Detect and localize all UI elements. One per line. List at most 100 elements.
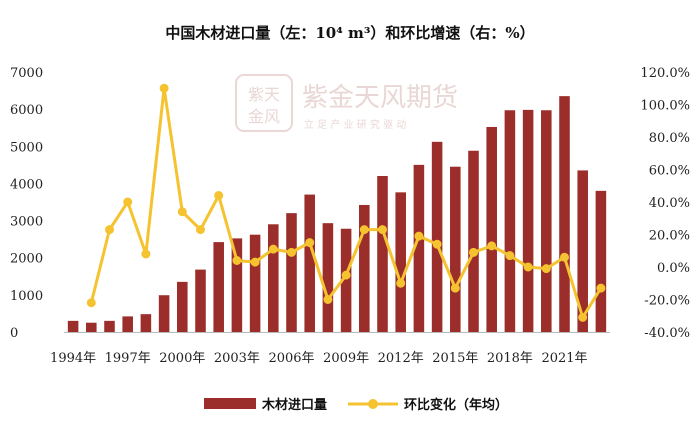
- watermark-logo-text-top: 紫天: [248, 85, 280, 104]
- x-tick-label: 1997年: [105, 351, 151, 366]
- line-point-2010年: [359, 225, 369, 235]
- watermark-slogan: 立 足 产 业 研 究 驱 动: [304, 118, 406, 131]
- chart-title: 中国木材进口量（左：10⁴ m³）和环比增速（右：%）: [165, 24, 534, 42]
- line-point-1998年: [141, 249, 151, 259]
- bar-2002年: [213, 242, 224, 332]
- line-point-2016年: [469, 247, 478, 257]
- bar-2003年: [231, 238, 243, 332]
- y-right-tick-label: 0.0%: [657, 261, 690, 276]
- bar-2022年: [577, 170, 588, 332]
- y-right-tick-label: 40.0%: [649, 196, 690, 211]
- line-point-2000年: [177, 207, 187, 217]
- line-point-1995年: [86, 298, 96, 308]
- x-tick-label: 1994年: [50, 351, 96, 366]
- line-point-2008年: [323, 295, 333, 304]
- line-point-2020年: [541, 264, 551, 274]
- line-point-2009年: [341, 270, 351, 280]
- y-left-tick-label: 5000: [10, 140, 43, 155]
- line-point-2017年: [487, 241, 497, 251]
- line-point-2005年: [268, 244, 278, 254]
- bar-2000年: [177, 281, 188, 332]
- x-tick-label: 2018年: [487, 351, 533, 366]
- legend: 木材进口量 环比变化（年均）: [204, 397, 508, 413]
- y-left-tick-label: 7000: [10, 66, 43, 81]
- line-point-2012年: [396, 278, 406, 288]
- y-left-tick-label: 1000: [10, 289, 43, 304]
- bar-1998年: [140, 314, 152, 332]
- x-tick-label: 2021年: [541, 351, 587, 366]
- y-right-tick-label: -20.0%: [644, 294, 690, 309]
- y-right-tick-label: 100.0%: [640, 99, 690, 114]
- watermark-logo-text-bottom: 金风: [248, 107, 280, 126]
- line-series: [86, 83, 606, 322]
- line-point-2015年: [450, 283, 460, 293]
- y-right-tick-label: 80.0%: [649, 131, 690, 146]
- bar-2017年: [486, 126, 497, 332]
- y-left-tick-label: 6000: [10, 103, 43, 118]
- bar-2006年: [286, 213, 297, 332]
- y-left-tick-label: 3000: [10, 215, 43, 230]
- y-right-tick-label: 120.0%: [640, 66, 690, 81]
- bar-2004年: [249, 234, 261, 332]
- y-axis-right: -40.0% -20.0% 0.0% 20.0% 40.0% 60.0% 80.0% 100.…: [640, 66, 690, 341]
- bar-2001年: [195, 269, 206, 332]
- bar-series: [67, 96, 607, 333]
- line-point-1996年: [105, 225, 114, 235]
- bar-2021年: [559, 96, 570, 333]
- bar-2009年: [340, 228, 352, 332]
- y-right-tick-label: 60.0%: [649, 164, 690, 179]
- bar-2016年: [468, 150, 479, 332]
- legend-label-bar: 木材进口量: [261, 397, 327, 413]
- line-point-2014年: [432, 239, 442, 249]
- y-left-tick-label: 2000: [10, 252, 43, 267]
- bar-1997年: [122, 316, 133, 332]
- bar-2015年: [450, 166, 461, 332]
- line-point-2007年: [305, 238, 315, 248]
- x-tick-label: 2012年: [378, 351, 424, 366]
- bar-2011年: [377, 176, 388, 332]
- line-point-2006年: [287, 247, 296, 257]
- y-left-tick-label: 4000: [10, 177, 43, 192]
- bar-2020年: [541, 110, 552, 332]
- y-right-tick-label: 20.0%: [649, 229, 690, 244]
- bar-2013年: [413, 164, 425, 332]
- bar-2019年: [522, 109, 534, 332]
- bar-2014年: [431, 141, 443, 332]
- line-point-2003年: [232, 256, 242, 265]
- x-tick-label: 2015年: [432, 351, 478, 366]
- legend-swatch-bar: [204, 398, 256, 409]
- bar-2010年: [359, 204, 370, 332]
- watermark-logo: 紫天 金风: [235, 74, 293, 132]
- legend-swatch-marker: [368, 399, 378, 409]
- bar-2018年: [504, 110, 516, 332]
- bar-2023年: [595, 190, 607, 332]
- bar-2007年: [304, 194, 315, 332]
- y-left-tick-label: 0: [10, 326, 18, 341]
- bar-1999年: [158, 295, 170, 332]
- line-point-2002年: [214, 191, 224, 200]
- y-right-tick-label: -40.0%: [644, 326, 690, 341]
- legend-label-line: 环比变化（年均）: [404, 397, 508, 413]
- line-point-2018年: [505, 251, 515, 261]
- bar-1996年: [104, 320, 115, 332]
- x-tick-label: 2003年: [214, 351, 260, 366]
- line-point-2004年: [250, 257, 260, 267]
- watermark: 紫天 金风 紫金天风期货 立 足 产 业 研 究 驱 动: [235, 74, 458, 132]
- line-point-2023年: [596, 283, 606, 293]
- line-point-2022年: [578, 312, 588, 322]
- bar-2008年: [322, 223, 334, 332]
- bar-2005年: [268, 224, 279, 332]
- line-point-2019年: [523, 262, 533, 272]
- bar-1994年: [67, 320, 79, 332]
- x-tick-label: 2006年: [268, 351, 314, 366]
- bar-2012年: [395, 192, 406, 332]
- line-point-1999年: [159, 83, 169, 93]
- x-tick-label: 2000年: [159, 351, 205, 366]
- x-tick-label: 2009年: [323, 351, 369, 366]
- line-point-2021年: [560, 252, 569, 262]
- line-point-2001年: [196, 225, 205, 235]
- bar-1995年: [86, 322, 97, 332]
- line-point-2013年: [414, 231, 424, 241]
- line-point-1997年: [123, 197, 133, 207]
- line-point-2011年: [378, 225, 387, 235]
